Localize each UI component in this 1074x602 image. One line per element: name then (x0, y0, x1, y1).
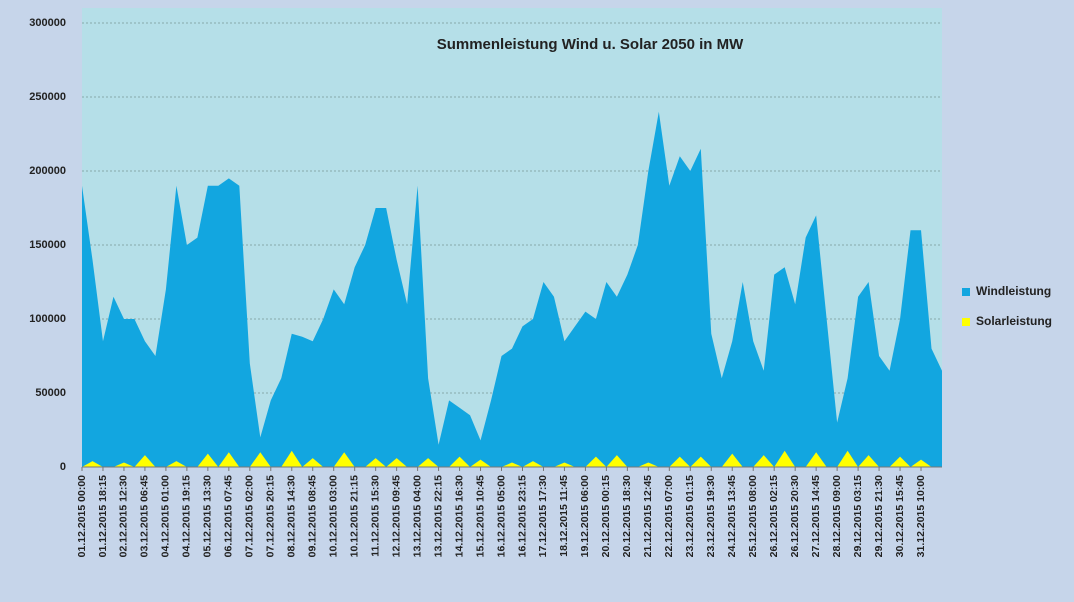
x-tick-label: 19.12.2015 06:00 (579, 475, 591, 557)
x-tick-label: 25.12.2015 08:00 (747, 475, 759, 557)
x-tick-label: 23.12.2015 19:30 (705, 475, 717, 557)
x-tick-label: 11.12.2015 15:30 (369, 475, 381, 557)
x-tick-label: 26.12.2015 20:30 (789, 475, 801, 557)
legend-swatch (962, 318, 970, 326)
legend-swatch (962, 288, 970, 296)
x-tick-label: 29.12.2015 21:30 (873, 475, 885, 557)
x-tick-label: 20.12.2015 18:30 (621, 475, 633, 557)
x-tick-label: 06.12.2015 07:45 (223, 475, 235, 557)
x-tick-label: 03.12.2015 06:45 (139, 475, 151, 557)
x-tick-label: 10.12.2015 03:00 (327, 475, 339, 557)
x-tick-label: 23.12.2015 01:15 (684, 475, 696, 557)
x-tick-label: 04.12.2015 19:15 (181, 475, 193, 557)
legend-label: Windleistung (976, 284, 1051, 298)
y-tick-label: 250000 (29, 91, 66, 103)
x-tick-label: 27.12.2015 14:45 (810, 475, 822, 557)
x-tick-label: 14.12.2015 16:30 (453, 475, 465, 557)
x-tick-label: 01.12.2015 00:00 (76, 475, 88, 557)
x-tick-label: 17.12.2015 17:30 (537, 475, 549, 557)
x-tick-label: 07.12.2015 20:15 (265, 475, 277, 557)
area-series (82, 450, 942, 467)
y-tick-label: 50000 (35, 387, 66, 399)
x-tick-label: 26.12.2015 02:15 (768, 475, 780, 557)
x-tick-label: 24.12.2015 13:45 (726, 475, 738, 557)
x-tick-label: 28.12.2015 09:00 (831, 475, 843, 557)
x-tick-label: 16.12.2015 05:00 (495, 475, 507, 557)
x-tick-label: 12.12.2015 09:45 (390, 475, 402, 557)
x-tick-label: 15.12.2015 10:45 (474, 475, 486, 557)
y-tick-label: 200000 (29, 165, 66, 177)
x-tick-label: 10.12.2015 21:15 (348, 475, 360, 557)
x-tick-label: 29.12.2015 03:15 (852, 475, 864, 557)
y-tick-label: 100000 (29, 313, 66, 325)
x-tick-label: 01.12.2015 18:15 (97, 475, 109, 557)
legend-label: Solarleistung (976, 314, 1052, 328)
x-tick-label: 31.12.2015 10:00 (915, 475, 927, 557)
y-tick-label: 0 (60, 461, 66, 473)
x-tick-label: 04.12.2015 01:00 (160, 475, 172, 557)
y-tick-label: 300000 (29, 17, 66, 29)
area-series (82, 111, 942, 468)
x-tick-label: 08.12.2015 14:30 (286, 475, 298, 557)
x-tick-label: 09.12.2015 08:45 (307, 475, 319, 557)
x-tick-label: 05.12.2015 13:30 (202, 475, 214, 557)
x-tick-label: 13.12.2015 04:00 (411, 475, 423, 557)
x-tick-label: 13.12.2015 22:15 (432, 475, 444, 557)
x-tick-label: 16.12.2015 23:15 (516, 475, 528, 557)
x-tick-label: 30.12.2015 15:45 (894, 475, 906, 557)
x-tick-label: 07.12.2015 02:00 (244, 475, 256, 557)
x-tick-label: 02.12.2015 12:30 (118, 475, 130, 557)
x-tick-label: 22.12.2015 07:00 (663, 475, 675, 557)
chart-title: Summenleistung Wind u. Solar 2050 in MW (437, 36, 744, 53)
x-tick-label: 20.12.2015 00:15 (600, 475, 612, 557)
x-tick-label: 18.12.2015 11:45 (558, 475, 570, 557)
x-tick-label: 21.12.2015 12:45 (642, 475, 654, 557)
y-tick-label: 150000 (29, 239, 66, 251)
